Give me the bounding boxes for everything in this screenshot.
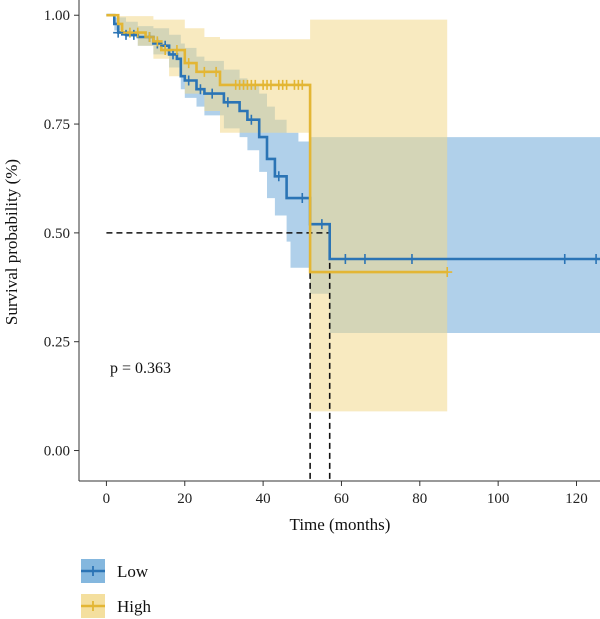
legend-censor-low <box>88 566 98 576</box>
p-value-annotation: p = 0.363 <box>110 360 171 377</box>
tick-marks: 0 20 40 60 80 100 120 0.00 0.25 0.50 0.75 1.00 <box>44 8 588 507</box>
x-axis-title: Time (months) <box>290 515 391 534</box>
censor-mark-low <box>113 27 124 38</box>
confidence-bands <box>106 15 600 412</box>
legend: Low High <box>81 559 152 618</box>
censor-mark-low <box>359 254 370 264</box>
censor-mark-low <box>222 97 233 108</box>
median-guides <box>106 232 331 481</box>
censor-mark-high <box>183 58 194 69</box>
censor-mark-low <box>195 84 206 95</box>
censor-mark-high <box>144 32 155 42</box>
y-tick-label: 0.50 <box>44 226 70 242</box>
x-tick-label: 40 <box>256 491 271 507</box>
censor-mark-high <box>152 36 163 47</box>
censor-mark-low <box>246 114 257 125</box>
y-tick-label: 1.00 <box>44 8 70 24</box>
censor-mark-low <box>406 254 417 264</box>
censor-mark-high <box>132 27 143 38</box>
x-tick-label: 0 <box>103 491 111 507</box>
censor-mark-high <box>442 267 453 278</box>
censor-mark-low <box>591 254 600 264</box>
ci-band-high <box>106 15 448 412</box>
censor-mark-high <box>211 66 222 77</box>
x-tick-label: 100 <box>487 491 510 507</box>
censor-mark-low <box>559 254 570 264</box>
censor-mark-high <box>160 45 171 56</box>
axes <box>78 0 600 482</box>
x-tick-label: 120 <box>565 491 588 507</box>
y-tick-label: 0.75 <box>44 117 70 133</box>
y-tick-label: 0.25 <box>44 335 70 351</box>
y-tick-label: 0.00 <box>44 444 70 460</box>
x-tick-label: 80 <box>412 491 427 507</box>
censor-mark-high <box>171 45 182 56</box>
legend-label-high: High <box>117 597 152 616</box>
y-axis-title: Survival probability (%) <box>2 159 21 325</box>
legend-label-low: Low <box>117 562 149 581</box>
censor-mark-low <box>207 88 218 99</box>
x-tick-label: 60 <box>334 491 349 507</box>
censor-mark-low <box>297 193 308 204</box>
censor-marks <box>113 27 600 278</box>
x-tick-label: 20 <box>177 491 192 507</box>
censor-mark-low <box>273 171 284 182</box>
censor-mark-low <box>183 75 194 86</box>
legend-censor-high <box>88 601 98 611</box>
censor-mark-low <box>316 219 327 230</box>
censor-mark-low <box>340 254 351 264</box>
censor-mark-high <box>297 79 308 90</box>
censor-mark-high <box>199 66 210 77</box>
